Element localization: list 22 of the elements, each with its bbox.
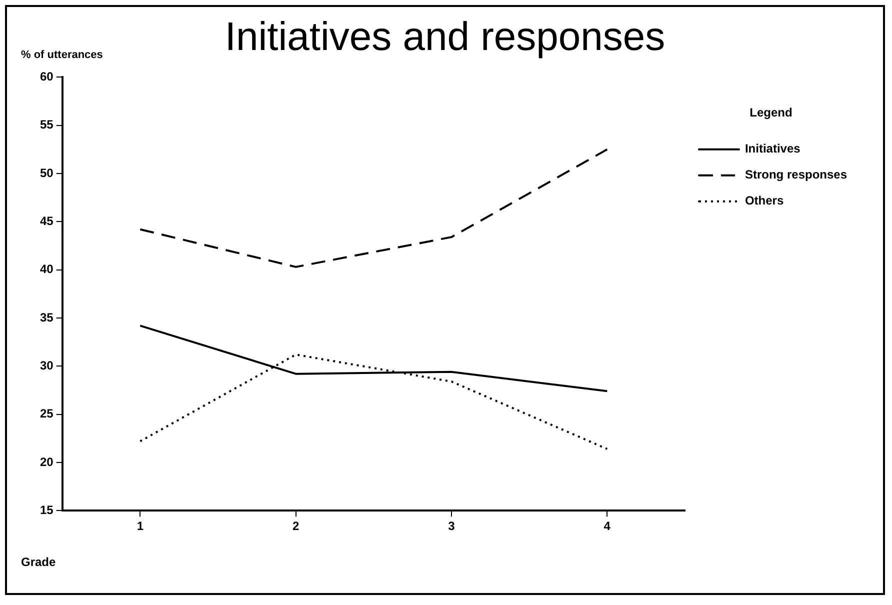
x-tick-label: 1 [136, 519, 144, 534]
legend-label: Strong responses [744, 168, 848, 182]
x-tick-label: 2 [292, 519, 300, 534]
legend-title: Legend [750, 105, 792, 120]
y-tick-label: 45 [40, 214, 54, 228]
y-tick-label: 20 [40, 454, 54, 469]
legend-label: Initiatives [744, 142, 801, 156]
y-tick-label: 15 [40, 502, 54, 517]
y-axis-title: % of utterances [21, 49, 103, 61]
chart-title: Initiatives and responses [224, 15, 666, 59]
x-axis-title: Grade [21, 555, 56, 569]
y-tick-label: 55 [40, 118, 54, 132]
x-tick-label: 4 [604, 519, 611, 534]
y-tick-label: 40 [40, 262, 54, 276]
y-tick-label: 50 [40, 166, 54, 180]
y-tick-label: 35 [40, 310, 54, 324]
y-tick-label: 30 [40, 358, 54, 372]
y-tick-label: 60 [40, 70, 54, 84]
y-tick-label: 25 [40, 406, 54, 421]
x-tick-label: 3 [448, 519, 456, 534]
line-series [139, 148, 608, 268]
legend-label: Others [744, 194, 784, 208]
